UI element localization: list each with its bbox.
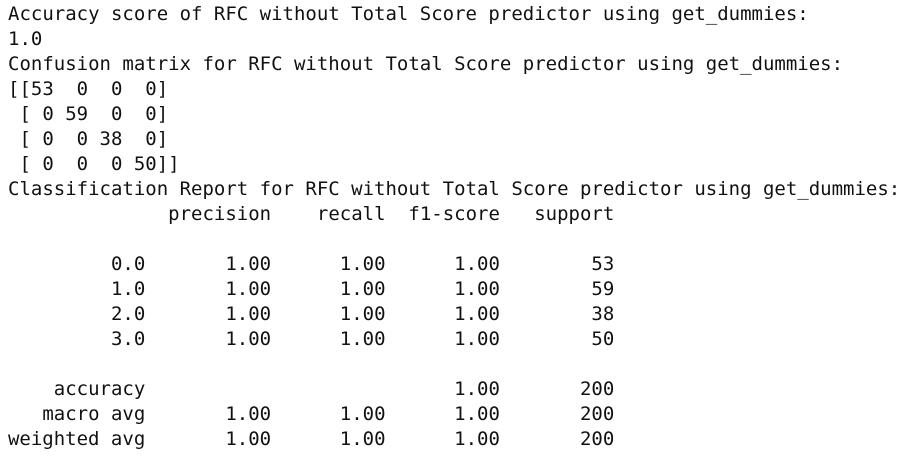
cell-f1: 1.00 (454, 403, 500, 425)
accuracy-title: Accuracy score of RFC without Total Scor… (8, 3, 809, 25)
row-label: 3.0 (111, 328, 145, 350)
column-header: precision (168, 203, 271, 225)
cell-support: 59 (591, 278, 614, 300)
cell-precision: 1.00 (225, 253, 271, 275)
accuracy-value: 1.0 (8, 28, 42, 50)
cell-f1: 1.00 (454, 278, 500, 300)
cell-precision: 1.00 (225, 303, 271, 325)
row-label: 2.0 (111, 303, 145, 325)
cell-f1: 1.00 (454, 378, 500, 400)
matrix-row: [ 0 0 0 50]] (8, 153, 180, 175)
row-label: macro avg (42, 403, 145, 425)
cell-support: 50 (591, 328, 614, 350)
cell-support: 200 (580, 428, 614, 450)
cell-precision: 1.00 (225, 328, 271, 350)
cell-support: 200 (580, 403, 614, 425)
cell-f1: 1.00 (454, 253, 500, 275)
cell-recall: 1.00 (340, 403, 386, 425)
column-header: recall (317, 203, 386, 225)
cell-precision: 1.00 (225, 403, 271, 425)
cell-support: 53 (591, 253, 614, 275)
cell-support: 38 (591, 303, 614, 325)
row-label: 0.0 (111, 253, 145, 275)
report-title: Classification Report for RFC without To… (8, 178, 900, 200)
matrix-row: [ 0 59 0 0] (8, 103, 168, 125)
cell-recall: 1.00 (340, 303, 386, 325)
cell-precision: 1.00 (225, 278, 271, 300)
row-label: accuracy (54, 378, 146, 400)
cell-recall: 1.00 (340, 328, 386, 350)
matrix-row: [ 0 0 38 0] (8, 128, 168, 150)
cell-f1: 1.00 (454, 303, 500, 325)
cell-recall: 1.00 (340, 428, 386, 450)
column-header: support (534, 203, 614, 225)
matrix-row: [[53 0 0 0] (8, 78, 168, 100)
cell-support: 200 (580, 378, 614, 400)
column-header: f1-score (408, 203, 500, 225)
cell-recall: 1.00 (340, 278, 386, 300)
cell-f1: 1.00 (454, 428, 500, 450)
row-label: 1.0 (111, 278, 145, 300)
row-label: weighted avg (8, 428, 145, 450)
confusion-title: Confusion matrix for RFC without Total S… (8, 53, 843, 75)
cell-precision: 1.00 (225, 428, 271, 450)
cell-f1: 1.00 (454, 328, 500, 350)
cell-recall: 1.00 (340, 253, 386, 275)
